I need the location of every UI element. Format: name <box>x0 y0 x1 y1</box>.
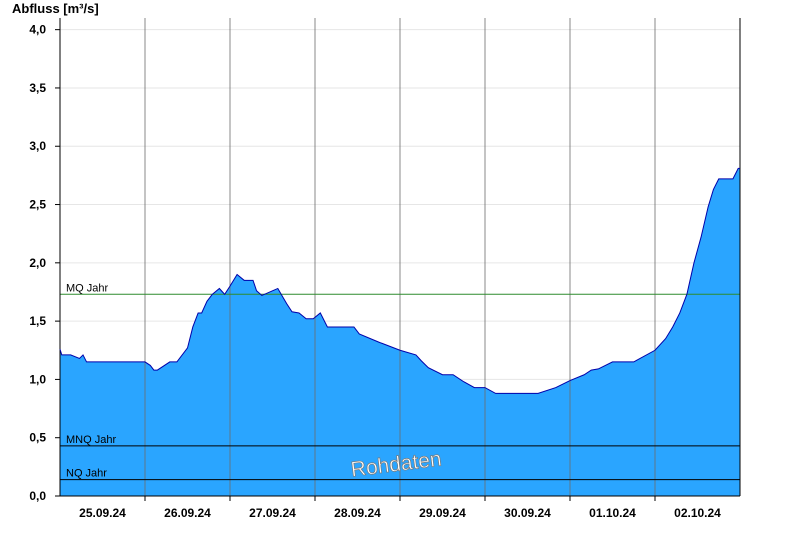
y-axis-label: Abfluss [m³/s] <box>12 1 99 16</box>
reference-line-label: MQ Jahr <box>66 282 109 294</box>
x-tick-label: 25.09.24 <box>79 506 126 520</box>
day-separators <box>144 18 656 496</box>
y-tick-label: 3,0 <box>29 139 46 153</box>
y-tick-label: 4,0 <box>29 23 46 37</box>
x-tick-label: 27.09.24 <box>249 506 296 520</box>
y-tick-label: 2,5 <box>29 198 46 212</box>
x-tick-label: 01.10.24 <box>589 506 636 520</box>
axes: 0,0 0,5 1,0 1,5 2,0 2,5 3,0 3,5 4,0 25.09.24 26.09… <box>29 18 741 520</box>
y-tick-label: 0,5 <box>29 431 46 445</box>
x-tick-label: 28.09.24 <box>334 506 381 520</box>
x-tick-label: 30.09.24 <box>504 506 551 520</box>
reference-line-label: MNQ Jahr <box>66 434 116 446</box>
y-tick-label: 1,0 <box>29 372 46 386</box>
reference-lines: MQ Jahr MNQ Jahr NQ Jahr <box>60 282 740 481</box>
y-tick-label: 3,5 <box>29 81 46 95</box>
x-tick-label: 02.10.24 <box>674 506 721 520</box>
x-tick-label: 26.09.24 <box>164 506 211 520</box>
reference-line-label: NQ Jahr <box>66 468 107 480</box>
y-tick-label: 0,0 <box>29 489 46 503</box>
discharge-line <box>59 167 740 394</box>
y-tick-label: 1,5 <box>29 314 46 328</box>
y-tick-label: 2,0 <box>29 256 46 270</box>
x-tick-label: 29.09.24 <box>419 506 466 520</box>
